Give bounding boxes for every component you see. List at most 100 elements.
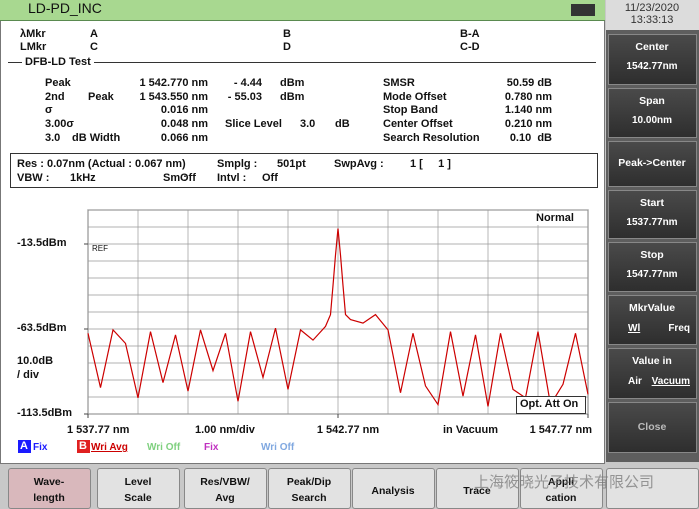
setting-text: Smplg : xyxy=(217,158,258,170)
softkey[interactable] xyxy=(608,190,697,239)
result-level: - 55.03 xyxy=(227,91,262,103)
softkey-label: Close xyxy=(637,420,667,433)
window-button[interactable] xyxy=(571,4,595,16)
trace-state[interactable]: Fix xyxy=(204,442,219,453)
setting-text: Res : 0.07nm (Actual : 0.067 nm) xyxy=(17,158,186,170)
marker-label: D xyxy=(283,41,291,53)
softkey[interactable] xyxy=(608,242,697,292)
watermark: 上海筱晓光子技术有限公司 xyxy=(474,474,655,491)
result-label: 2nd xyxy=(45,91,65,103)
menu-label: Level xyxy=(124,476,152,488)
result-value: 1.140 nm xyxy=(504,104,552,116)
result-level: - 4.44 xyxy=(233,77,262,89)
softkey[interactable] xyxy=(608,141,697,187)
result-label: Peak xyxy=(45,77,71,89)
softkey-label: Peak->Center xyxy=(618,157,686,169)
result-value: 1 543.550 nm xyxy=(139,91,209,103)
clock-area xyxy=(606,0,699,30)
setting-text: VBW : xyxy=(17,172,50,184)
trace-b-box[interactable] xyxy=(77,440,90,453)
menu-button[interactable] xyxy=(184,468,267,509)
trace-state[interactable]: Wri Off xyxy=(147,442,181,453)
menu-label: Analysis xyxy=(371,485,415,497)
setting-text: 1kHz xyxy=(70,172,96,184)
setting-text: SwpAvg : xyxy=(334,158,384,170)
softkey-value: 1537.77nm xyxy=(626,217,678,228)
result-label: σ xyxy=(45,104,53,116)
softkey-value: 1547.77nm xyxy=(626,269,678,280)
attenuator-label: Opt. Att On xyxy=(520,398,579,410)
result-label: Search Resolution xyxy=(383,132,480,144)
result-label: SMSR xyxy=(383,77,415,89)
menu-button[interactable] xyxy=(352,468,435,509)
softkey-label: Span xyxy=(639,95,665,107)
result-value: 0.016 nm xyxy=(160,104,208,116)
result-value: 0.210 nm xyxy=(504,118,552,130)
softkey[interactable] xyxy=(608,34,697,85)
softkey[interactable] xyxy=(608,295,697,345)
result-label: Slice Level xyxy=(225,118,282,130)
setting-text: Sm : xyxy=(163,172,187,184)
softkey-label: Stop xyxy=(640,249,664,261)
menu-label: Res/VBW/ xyxy=(200,476,250,488)
softkey-option: Freq xyxy=(668,323,690,334)
attenuator-box xyxy=(516,396,586,414)
marker-label: C xyxy=(90,41,98,53)
x-tick-label: 1 547.77 nm xyxy=(529,424,592,436)
result-value: 50.59 dB xyxy=(506,77,552,89)
result-unit: dB xyxy=(335,118,350,130)
menu-button[interactable] xyxy=(97,468,180,509)
trace-state[interactable]: Wri Off xyxy=(261,442,295,453)
result-label: Mode Offset xyxy=(383,91,447,103)
result-label: Peak xyxy=(88,91,114,103)
softkey-label: Value in xyxy=(632,355,672,367)
x-tick-label: 1 542.77 nm xyxy=(316,424,380,436)
result-label: 3.0 xyxy=(45,132,61,144)
softkey-option: Air xyxy=(628,376,642,387)
menu-label: Avg xyxy=(215,492,235,504)
setting-text: 1 [ 1 ] xyxy=(410,158,451,170)
medium-label: in Vacuum xyxy=(443,424,499,436)
softkey-label: MkrValue xyxy=(628,302,676,314)
window-title: LD-PD_INC xyxy=(28,0,102,16)
trace-state: Fix xyxy=(33,442,48,453)
ref-label: REF xyxy=(92,244,108,253)
trace-id: B xyxy=(79,440,87,452)
menu-label: Appli xyxy=(547,476,575,488)
menu-label: Trace xyxy=(463,485,491,497)
menu-label: cation xyxy=(545,492,577,504)
x-tick-label: 1 537.77 nm xyxy=(67,424,130,436)
result-value: 0.066 nm xyxy=(160,132,208,144)
result-value: 3.0 xyxy=(300,118,316,130)
scale-label: / div xyxy=(17,369,40,381)
trace-state: Wri Avg xyxy=(91,442,128,453)
result-label: Stop Band xyxy=(383,104,438,116)
menu-label: Wave- xyxy=(33,476,65,488)
section-rule xyxy=(8,62,596,63)
next-button[interactable] xyxy=(606,468,699,509)
y-tick-label: -13.5dBm xyxy=(17,237,67,249)
result-value: 0.780 nm xyxy=(504,91,552,103)
setting-text: Off xyxy=(180,172,196,184)
softkey-value: 1542.77nm xyxy=(626,61,678,72)
softkey-label: Start xyxy=(640,197,664,209)
clock-date: 11/23/2020 xyxy=(624,2,680,14)
result-label: Center Offset xyxy=(383,118,453,130)
result-label: 3.00σ xyxy=(45,118,74,130)
scale-label: 10.0dB xyxy=(17,355,54,367)
softkey[interactable] xyxy=(608,88,697,138)
division-label: 1.00 nm/div xyxy=(195,424,255,436)
result-label: dB Width xyxy=(72,132,121,144)
result-unit: dBm xyxy=(280,91,305,103)
trace-mode: Normal xyxy=(536,212,574,225)
softkey[interactable] xyxy=(608,402,697,453)
section-title: DFB-LD Test xyxy=(22,56,94,69)
trace-id: A xyxy=(20,440,28,452)
softkey-option: Wl xyxy=(628,323,641,334)
marker-label: B xyxy=(283,28,291,40)
menu-label: length xyxy=(33,492,65,504)
result-value: 0.048 nm xyxy=(160,118,208,130)
softkey[interactable] xyxy=(608,348,697,399)
trace-a-box[interactable] xyxy=(18,440,31,453)
